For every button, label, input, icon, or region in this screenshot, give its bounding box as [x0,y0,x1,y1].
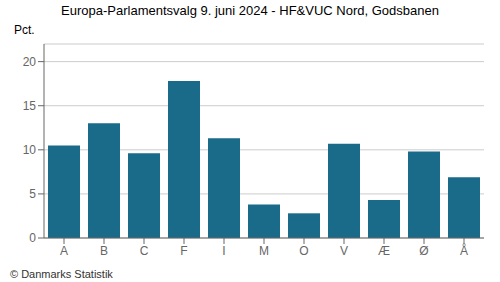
svg-text:F: F [180,244,187,258]
svg-text:V: V [340,244,348,258]
svg-text:B: B [100,244,108,258]
svg-text:C: C [140,244,149,258]
svg-text:A: A [60,244,68,258]
svg-text:O: O [299,244,308,258]
svg-text:0: 0 [29,231,36,245]
svg-text:Å: Å [460,243,468,258]
svg-text:20: 20 [23,55,37,69]
html-text:Pct.: Pct. [14,23,35,37]
svg-text:10: 10 [23,143,37,157]
svg-text:M: M [259,244,269,258]
html-text:© Danmarks Statistik: © Danmarks Statistik [10,268,113,280]
svg-text:Æ: Æ [378,244,390,258]
svg-text:15: 15 [23,99,37,113]
svg-text:5: 5 [29,187,36,201]
html-text:Europa-Parlamentsvalg 9. juni: Europa-Parlamentsvalg 9. juni 2024 - HF&… [61,3,439,18]
svg-text:Ø: Ø [419,244,428,258]
svg-text:I: I [222,244,225,258]
